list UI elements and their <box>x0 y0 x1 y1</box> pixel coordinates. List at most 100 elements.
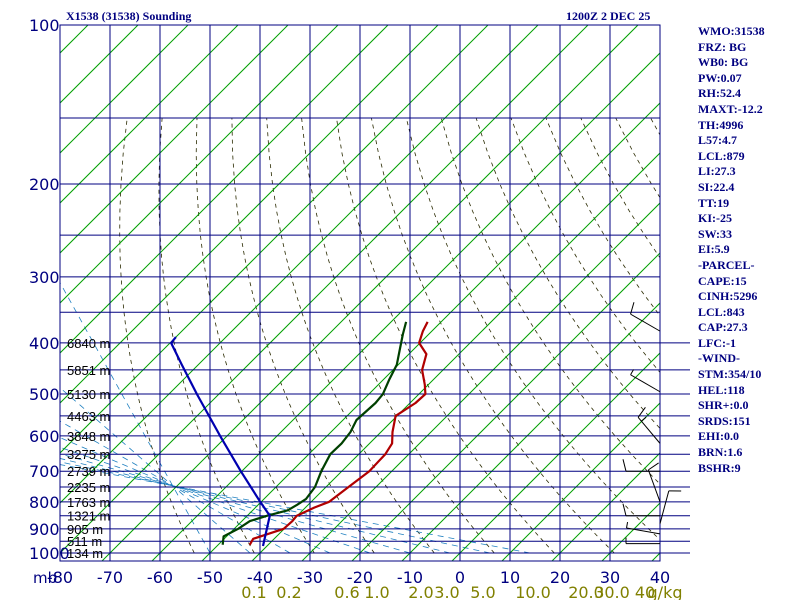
isotherm-line <box>201 102 660 561</box>
dry-adiabat <box>405 117 660 541</box>
dry-adiabat <box>119 117 195 554</box>
isotherm-line <box>60 25 189 154</box>
moist-adiabat <box>60 281 211 554</box>
mixing-ratio-label: 2.0 <box>408 583 433 600</box>
dry-adiabat <box>475 117 660 429</box>
index-line: L57:4.7 <box>698 133 737 148</box>
moist-adiabat <box>60 464 531 554</box>
isotherm-line <box>251 152 660 561</box>
station-title: X1538 (31538) Sounding <box>66 9 192 23</box>
index-line: BSHR:9 <box>698 460 741 475</box>
index-line: STM:354/10 <box>698 367 762 382</box>
pressure-tick-label: 500 <box>29 385 60 404</box>
isotherm-line <box>0 25 38 563</box>
pressure-tick-label: 100 <box>29 16 60 35</box>
isotherm-line <box>60 25 339 304</box>
isotherm-line <box>551 452 660 561</box>
index-line: EI:5.9 <box>698 242 730 257</box>
isotherm-line <box>60 25 539 504</box>
mixing-ratio-label: 5.0 <box>470 583 495 600</box>
height-label: 5851 m <box>67 363 110 378</box>
index-line: LCL:843 <box>698 304 745 319</box>
temperature-tick-label: 30 <box>600 568 620 587</box>
mixing-ratio-label: 0.1 <box>241 583 266 600</box>
index-line: LCL:879 <box>698 148 745 163</box>
wind-barb-staff <box>630 374 661 393</box>
pressure-tick-label: 400 <box>29 334 60 353</box>
temperature-tick-label: -40 <box>247 568 273 587</box>
dry-adiabat <box>510 117 660 373</box>
stability-indices: WMO:31538 FRZ: BG WB0: BG PW:0.07 RH:52.4 MAX… <box>698 24 765 476</box>
wind-barb-staff <box>630 313 661 332</box>
height-labels: 6840 m 5851 m 5130 m 4463 m 3848 m 3275 m 2739… <box>67 336 110 561</box>
temperature-tick-label: -30 <box>297 568 323 587</box>
temperature-axis: -80 -70 -60 -50 -40 -30 -20 -10 0 10 20 30 40 <box>47 568 670 587</box>
temperature-tick-label: -10 <box>397 568 423 587</box>
wind-barb-flag <box>637 407 646 418</box>
mixing-ratio-label: 30.0 <box>594 583 630 600</box>
moist-adiabat <box>60 437 331 554</box>
index-line: WMO:31538 <box>698 24 765 38</box>
isotherm-line <box>60 25 389 354</box>
wind-barb-staff <box>626 527 661 535</box>
height-label: 6840 m <box>67 336 110 351</box>
isotherm-line <box>60 25 589 554</box>
dry-adiabat <box>195 117 315 554</box>
mixing-ratio-label: 0.6 <box>334 583 359 600</box>
pressure-tick-label: 600 <box>29 427 60 446</box>
height-label: 511 m <box>67 534 102 549</box>
pressure-tick-label: 800 <box>29 493 60 512</box>
index-line: CINH:5296 <box>698 289 758 304</box>
temperature-tick-label: -50 <box>197 568 223 587</box>
index-line: WB0: BG <box>698 55 749 70</box>
height-label: 134 m <box>67 546 103 561</box>
dry-adiabat <box>371 117 615 554</box>
moist-adiabats <box>60 281 531 554</box>
index-line: TT:19 <box>698 195 730 210</box>
isotherms <box>0 25 660 563</box>
temperature-tick-label: 0 <box>455 568 465 587</box>
pressure-tick-label: 1000 <box>29 544 70 563</box>
mixing-ratio-label: 20.0 <box>568 583 604 600</box>
mixing-ratio-label: 40 <box>635 583 655 600</box>
isotherm-line <box>351 252 660 561</box>
wind-barb-staff <box>659 490 670 524</box>
dry-adiabat <box>266 117 435 554</box>
index-line: SI:22.4 <box>698 179 735 194</box>
height-label: 905 m <box>67 522 103 537</box>
dry-adiabat <box>336 117 555 554</box>
index-line: CAPE:15 <box>698 273 747 288</box>
wind-barb-flag <box>630 302 635 315</box>
temperature-tick-label: 40 <box>650 568 670 587</box>
wind-barb-half-flag <box>630 369 634 376</box>
mixing-ratio-label: 1.0 <box>364 583 389 600</box>
wind-barb-flag <box>648 462 659 471</box>
dry-adiabat <box>440 117 660 485</box>
wind-barb-flag <box>622 503 627 516</box>
dry-adiabat <box>231 117 375 554</box>
isotherm-line <box>60 25 289 254</box>
index-line: PW:0.07 <box>698 70 742 85</box>
isotherm-line <box>101 25 639 561</box>
isotherm-line <box>60 25 239 204</box>
index-line: HEL:118 <box>698 382 745 397</box>
pressure-unit-label: mb <box>33 569 57 587</box>
index-line: BRN:1.6 <box>698 445 743 460</box>
mixing-ratio-label: 3.0 <box>434 583 459 600</box>
mixing-ratio-label: 10.0 <box>515 583 551 600</box>
pressure-grid <box>59 24 690 562</box>
temperature-tick-label: -70 <box>97 568 123 587</box>
dry-adiabat <box>301 117 495 554</box>
height-label: 1763 m <box>67 495 110 510</box>
temperature-profile <box>248 321 429 546</box>
pressure-tick-label: 200 <box>29 175 60 194</box>
temperature-tick-label: -60 <box>147 568 173 587</box>
isotherm-line <box>151 52 660 561</box>
pressure-tick-label: 300 <box>29 268 60 287</box>
isotherm-line <box>401 302 660 561</box>
pressure-tick-label: 700 <box>29 462 60 481</box>
temperature-tick-label: -80 <box>47 568 73 587</box>
parcel-profile <box>170 336 271 547</box>
index-line: RH:52.4 <box>698 86 741 101</box>
